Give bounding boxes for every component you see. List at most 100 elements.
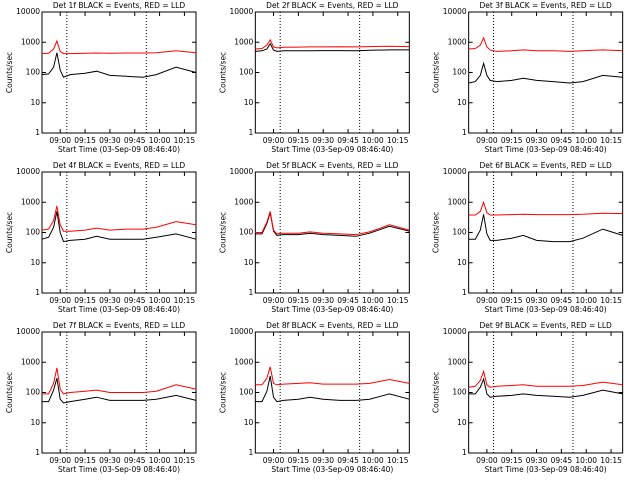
y-tick-label: 10000 [16, 7, 40, 16]
x-tick-label: 09:45 [337, 296, 359, 305]
x-tick-label: 09:00 [49, 456, 71, 465]
y-tick-label: 1 [35, 128, 40, 137]
x-tick-label: 10:00 [149, 136, 171, 145]
x-tick-label: 09:30 [312, 296, 334, 305]
x-tick-label: 09:00 [49, 296, 71, 305]
x-tick-label: 10:15 [387, 296, 409, 305]
x-tick-label: 09:15 [74, 296, 96, 305]
y-tick-label: 100 [239, 68, 254, 77]
plot-frame [254, 171, 410, 294]
x-tick-label: 09:45 [337, 456, 359, 465]
series-line [468, 214, 623, 243]
series-line [468, 200, 623, 216]
chart-title: Det 8f BLACK = Events, RED = LLD [266, 321, 399, 330]
x-tick-label: 09:15 [288, 136, 310, 145]
chart-panel: 1 10 100 1000 10000 09:00 09:15 09:30 09:45 10:00… [5, 321, 197, 474]
y-axis-label: Counts/sec [218, 212, 227, 253]
x-tick-label: 09:15 [74, 136, 96, 145]
x-tick-label: 09:00 [263, 136, 285, 145]
x-tick-label: 09:15 [501, 136, 523, 145]
x-tick-label: 09:30 [99, 296, 121, 305]
y-axis-label: Counts/sec [218, 52, 227, 93]
plot-frame [41, 171, 197, 294]
y-axis-label: Counts/sec [5, 212, 14, 253]
x-tick-label: 09:45 [124, 456, 146, 465]
y-axis-label: Counts/sec [432, 372, 441, 413]
y-tick-label: 100 [452, 228, 467, 237]
x-axis-label: Start Time (03-Sep-09 08:46:40) [271, 145, 393, 154]
chart-title: Det 4f BLACK = Events, RED = LLD [53, 161, 186, 170]
x-tick-label: 09:30 [526, 456, 548, 465]
x-tick-label: 10:00 [362, 456, 384, 465]
plot-frame [468, 171, 624, 294]
y-tick-label: 1000 [21, 197, 40, 206]
series-line [468, 369, 623, 388]
y-tick-label: 10000 [443, 7, 467, 16]
x-tick-label: 09:15 [288, 296, 310, 305]
y-tick-label: 10 [457, 418, 467, 427]
x-tick-label: 09:30 [526, 296, 548, 305]
chart-panel: 1 10 100 1000 10000 09:00 09:15 09:30 09:45 10:00… [218, 1, 410, 154]
x-tick-label: 10:15 [387, 456, 409, 465]
y-tick-label: 1000 [21, 357, 40, 366]
x-tick-label: 10:00 [575, 136, 597, 145]
y-tick-label: 100 [452, 388, 467, 397]
y-tick-label: 10 [244, 258, 254, 267]
x-tick-label: 10:00 [362, 296, 384, 305]
y-tick-label: 100 [26, 68, 41, 77]
x-tick-label: 09:00 [263, 456, 285, 465]
x-tick-label: 10:15 [174, 456, 196, 465]
x-tick-label: 10:00 [149, 296, 171, 305]
x-axis-label: Start Time (03-Sep-09 08:46:40) [485, 145, 607, 154]
y-tick-label: 10 [244, 98, 254, 107]
y-tick-label: 100 [239, 388, 254, 397]
y-tick-label: 1 [35, 448, 40, 457]
plot-frame [41, 11, 197, 134]
x-tick-label: 10:15 [174, 136, 196, 145]
x-tick-label: 09:45 [551, 296, 573, 305]
chart-title: Det 6f BLACK = Events, RED = LLD [480, 161, 613, 170]
x-tick-label: 10:00 [575, 296, 597, 305]
y-tick-label: 100 [26, 228, 41, 237]
x-axis-label: Start Time (03-Sep-09 08:46:40) [485, 305, 607, 314]
x-tick-label: 10:15 [174, 296, 196, 305]
y-tick-label: 1000 [234, 37, 253, 46]
x-tick-label: 09:45 [551, 136, 573, 145]
plot-frame [254, 11, 410, 134]
chart-panel: 1 10 100 1000 10000 09:00 09:15 09:30 09:45 10:00… [218, 161, 410, 314]
y-tick-label: 100 [26, 388, 41, 397]
y-tick-label: 10000 [229, 327, 253, 336]
x-tick-label: 09:00 [476, 456, 498, 465]
plot-frame [254, 331, 410, 454]
x-tick-label: 09:00 [476, 296, 498, 305]
series-line [41, 211, 197, 243]
x-tick-label: 09:30 [312, 456, 334, 465]
y-tick-label: 1 [462, 128, 467, 137]
chart-title: Det 7f BLACK = Events, RED = LLD [53, 321, 186, 330]
x-tick-label: 09:45 [337, 136, 359, 145]
series-line [42, 367, 197, 395]
y-tick-label: 10 [30, 418, 40, 427]
y-tick-label: 10 [30, 258, 40, 267]
x-axis-label: Start Time (03-Sep-09 08:46:40) [485, 465, 607, 474]
y-tick-label: 1000 [448, 197, 467, 206]
series-line [255, 366, 410, 386]
x-axis-label: Start Time (03-Sep-09 08:46:40) [271, 465, 393, 474]
x-tick-label: 09:45 [124, 296, 146, 305]
series-line [468, 377, 623, 398]
x-axis-label: Start Time (03-Sep-09 08:46:40) [58, 145, 180, 154]
series-line [41, 52, 197, 78]
y-tick-label: 10 [457, 98, 467, 107]
x-tick-label: 09:30 [99, 456, 121, 465]
chart-title: Det 2f BLACK = Events, RED = LLD [266, 1, 399, 10]
series-line [255, 375, 410, 403]
y-tick-label: 10000 [443, 167, 467, 176]
series-line [255, 38, 410, 50]
y-tick-label: 1 [35, 288, 40, 297]
x-tick-label: 09:00 [49, 136, 71, 145]
series-line [468, 61, 623, 84]
y-tick-label: 1 [462, 288, 467, 297]
y-axis-label: Counts/sec [5, 372, 14, 413]
series-line [41, 205, 197, 232]
